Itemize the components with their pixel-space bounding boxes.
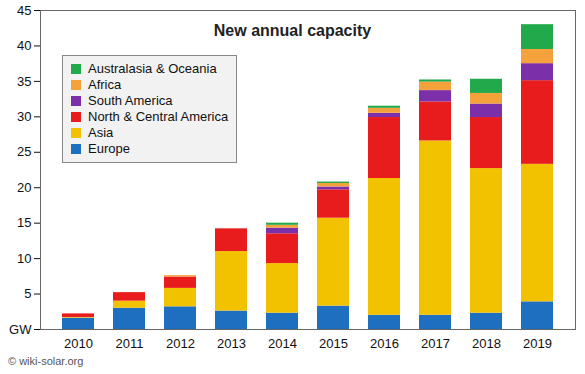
html-text:Asia: Asia bbox=[88, 125, 114, 140]
svg-text:15: 15 bbox=[17, 215, 31, 230]
svg-text:20: 20 bbox=[17, 180, 31, 195]
html-text:New annual capacity: New annual capacity bbox=[213, 22, 372, 39]
html-text:Australasia & Oceania: Australasia & Oceania bbox=[88, 61, 217, 76]
svg-text:2010: 2010 bbox=[64, 336, 93, 351]
svg-text:35: 35 bbox=[17, 74, 31, 89]
svg-text:2015: 2015 bbox=[319, 336, 348, 351]
svg-text:2014: 2014 bbox=[268, 336, 297, 351]
svg-text:45: 45 bbox=[17, 3, 31, 18]
html-text:North & Central America: North & Central America bbox=[88, 109, 229, 124]
svg-text:5: 5 bbox=[24, 286, 31, 301]
svg-text:2018: 2018 bbox=[472, 336, 501, 351]
svg-text:10: 10 bbox=[17, 251, 31, 266]
svg-text:2017: 2017 bbox=[421, 336, 450, 351]
svg-text:GW: GW bbox=[9, 322, 32, 337]
svg-text:2016: 2016 bbox=[370, 336, 399, 351]
svg-text:40: 40 bbox=[17, 38, 31, 53]
svg-text:30: 30 bbox=[17, 109, 31, 124]
html-text:Europe: Europe bbox=[88, 141, 130, 156]
html-text:Africa: Africa bbox=[88, 77, 122, 92]
html-text:© wiki-solar.org: © wiki-solar.org bbox=[8, 355, 84, 367]
svg-text:2012: 2012 bbox=[166, 336, 195, 351]
svg-text:2013: 2013 bbox=[217, 336, 246, 351]
svg-text:25: 25 bbox=[17, 144, 31, 159]
svg-text:2019: 2019 bbox=[523, 336, 552, 351]
html-text:South America: South America bbox=[88, 93, 173, 108]
svg-text:2011: 2011 bbox=[116, 336, 144, 351]
